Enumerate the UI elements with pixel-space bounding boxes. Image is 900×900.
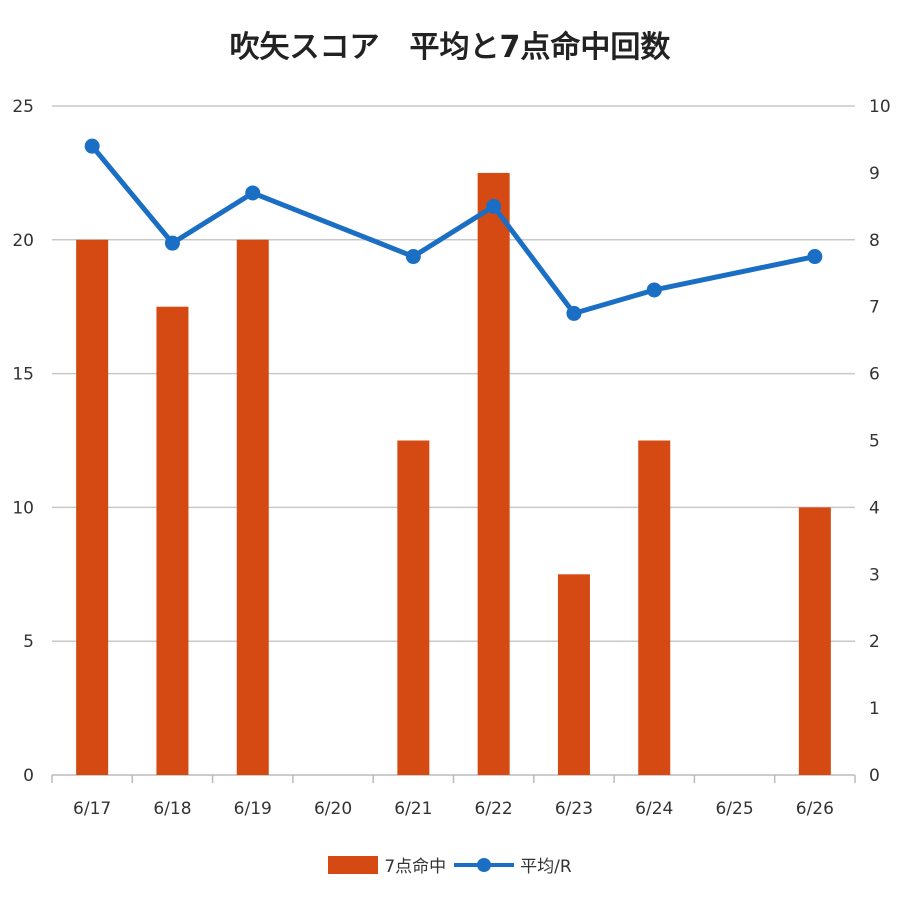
data-point bbox=[646, 282, 662, 298]
y-right-tick-label: 5 bbox=[869, 432, 880, 452]
legend-label-line: 平均/R bbox=[520, 857, 572, 877]
series-line bbox=[90, 144, 816, 316]
y-axis-right: 0 1 2 3 4 5 6 7 8 9 10 bbox=[869, 97, 891, 786]
y-left-tick-label: 25 bbox=[12, 97, 34, 117]
x-tick-label: 6/17 bbox=[73, 799, 111, 819]
x-tick-label: 6/18 bbox=[153, 799, 191, 819]
y-left-tick-label: 15 bbox=[12, 365, 34, 385]
x-tick-label: 6/25 bbox=[715, 799, 753, 819]
data-point bbox=[84, 138, 100, 154]
legend-item-line: 平均/R bbox=[454, 852, 572, 877]
y-right-tick-label: 0 bbox=[869, 766, 880, 786]
bar bbox=[557, 574, 590, 775]
chart-title: 吹矢スコア 平均と7点命中回数 bbox=[229, 30, 671, 65]
y-right-tick-label: 3 bbox=[869, 565, 880, 585]
legend-label-bar: 7点命中 bbox=[384, 857, 447, 877]
line-series bbox=[84, 138, 823, 321]
data-point bbox=[164, 235, 180, 251]
legend-line-swatch bbox=[454, 856, 515, 874]
legend-item-bar: 7点命中 bbox=[328, 852, 446, 877]
bar bbox=[76, 239, 109, 776]
data-point bbox=[486, 198, 502, 214]
y-right-tick-label: 7 bbox=[869, 298, 880, 318]
x-tick-label: 6/22 bbox=[475, 799, 513, 819]
x-tick-label: 6/19 bbox=[234, 799, 272, 819]
y-right-tick-label: 9 bbox=[869, 164, 880, 184]
bar bbox=[397, 440, 430, 775]
y-left-tick-label: 5 bbox=[23, 632, 34, 652]
bar bbox=[236, 239, 269, 776]
data-point bbox=[405, 249, 421, 265]
legend: 7点命中 平均/R bbox=[0, 852, 900, 877]
bar bbox=[477, 172, 510, 775]
x-tick-label: 6/24 bbox=[635, 799, 673, 819]
y-axis-left: 0 5 10 15 20 25 bbox=[12, 97, 34, 786]
x-axis: 6/17 6/18 6/19 6/20 6/21 6/22 6/23 6/24 6/25 6/26 bbox=[51, 775, 856, 819]
bar-series bbox=[76, 172, 831, 776]
x-tick-label: 6/20 bbox=[314, 799, 352, 819]
y-left-tick-label: 20 bbox=[12, 231, 34, 251]
x-tick-label: 6/21 bbox=[394, 799, 432, 819]
data-point bbox=[807, 249, 823, 265]
legend-bar-swatch bbox=[328, 855, 379, 874]
data-point bbox=[566, 305, 582, 321]
y-right-tick-label: 4 bbox=[869, 498, 880, 518]
y-right-tick-label: 1 bbox=[869, 699, 880, 719]
x-tick-label: 6/23 bbox=[555, 799, 593, 819]
y-right-tick-label: 8 bbox=[869, 231, 880, 251]
y-right-tick-label: 6 bbox=[869, 365, 880, 385]
y-right-tick-label: 2 bbox=[869, 632, 880, 652]
y-right-tick-label: 10 bbox=[869, 97, 891, 117]
bar bbox=[798, 507, 831, 775]
y-left-tick-label: 0 bbox=[23, 766, 34, 786]
bar bbox=[156, 306, 189, 775]
bar bbox=[638, 440, 671, 775]
data-point bbox=[245, 185, 261, 201]
y-left-tick-label: 10 bbox=[12, 498, 34, 518]
x-tick-label: 6/26 bbox=[796, 799, 834, 819]
